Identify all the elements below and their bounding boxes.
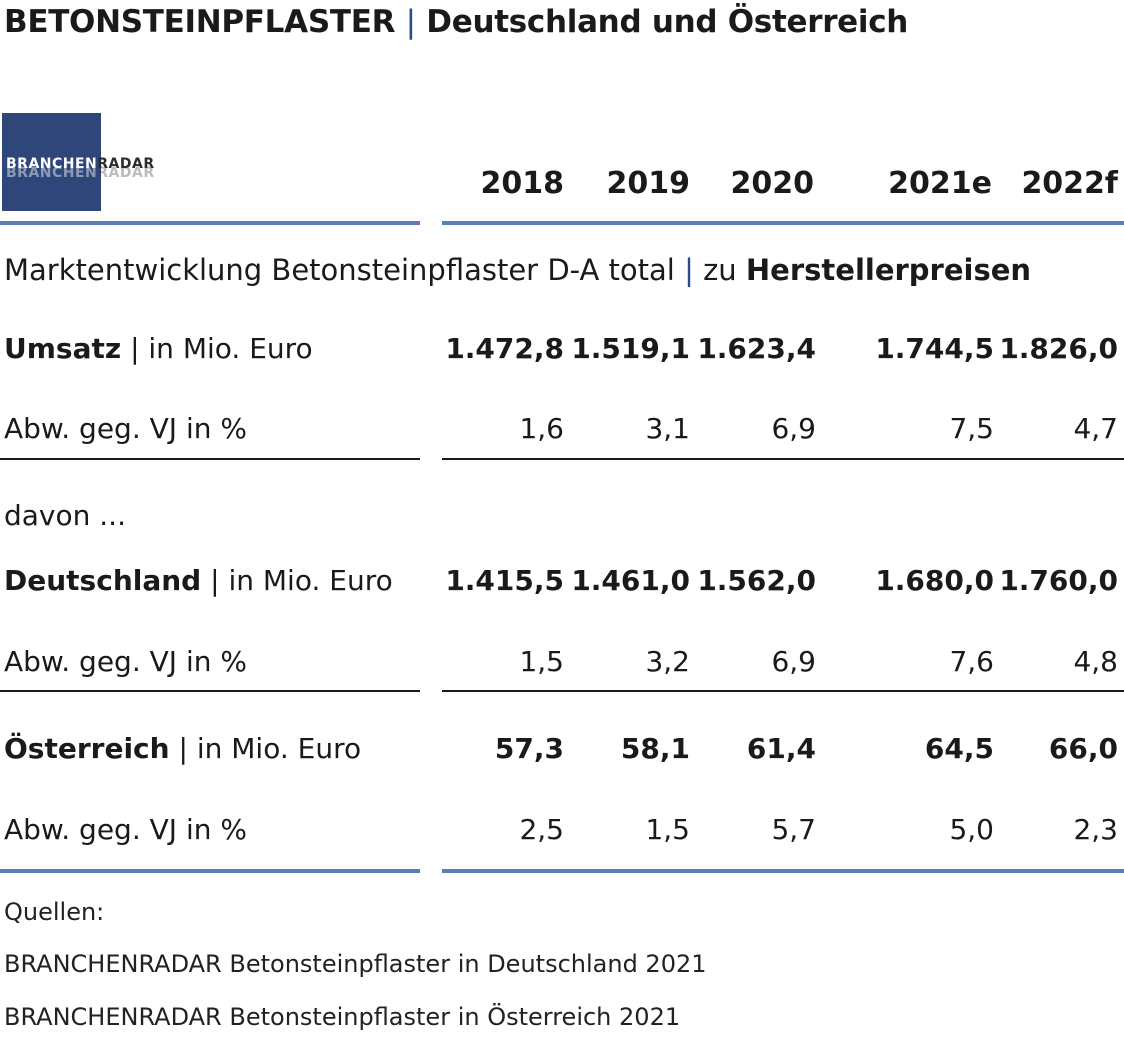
- year-header-2018: 2018: [480, 166, 565, 201]
- oesterreich-change-2019: 1,5: [645, 813, 690, 846]
- year-header-2021e: 2021e: [888, 166, 992, 201]
- oesterreich-value-2019: 58,1: [620, 732, 690, 765]
- deutschland-label: Deutschland | in Mio. Euro: [4, 564, 393, 597]
- oesterreich-change-2021e: 5,0: [949, 813, 994, 846]
- title-sub: Deutschland und Österreich: [426, 4, 909, 40]
- deutschland-value-2022f: 1.760,0: [999, 564, 1118, 597]
- umsatz-value-2018: 1.472,8: [445, 332, 564, 365]
- oesterreich-change-2022f: 2,3: [1073, 813, 1118, 846]
- umsatz-value-2021e: 1.744,5: [875, 332, 994, 365]
- deutschland-change-2019: 3,2: [645, 645, 690, 678]
- oesterreich-label: Österreich | in Mio. Euro: [4, 732, 362, 765]
- umsatz-rule-right: [442, 458, 1124, 460]
- logo-wordmark: BRANCHENRADAR: [6, 156, 155, 172]
- umsatz-change-2018: 1,6: [519, 412, 564, 445]
- branchenradar-logo: [2, 113, 101, 211]
- oesterreich-value-2021e: 64,5: [924, 732, 994, 765]
- umsatz-change-2020: 6,9: [771, 412, 816, 445]
- deutschland-change-2020: 6,9: [771, 645, 816, 678]
- deutschland-rule-left: [0, 690, 420, 692]
- oesterreich-value-2022f: 66,0: [1048, 732, 1118, 765]
- deutschland-value-2021e: 1.680,0: [875, 564, 994, 597]
- logo-echo: BRANCHENRADAR: [6, 165, 155, 181]
- year-header-2022f: 2022f: [1021, 166, 1118, 201]
- umsatz-value-2019: 1.519,1: [571, 332, 690, 365]
- source-item-2: BRANCHENRADAR Betonsteinpflaster in Öste…: [4, 1003, 681, 1031]
- umsatz-value-2020: 1.623,4: [697, 332, 816, 365]
- page-title: BETONSTEINPFLASTER | Deutschland und Öst…: [4, 4, 908, 40]
- oesterreich-change-2018: 2,5: [519, 813, 564, 846]
- oesterreich-change-2020: 5,7: [771, 813, 816, 846]
- footer-rule-left: [0, 869, 420, 873]
- deutschland-change-2018: 1,5: [519, 645, 564, 678]
- oesterreich-change-label: Abw. geg. VJ in %: [4, 813, 247, 846]
- umsatz-change-2019: 3,1: [645, 412, 690, 445]
- deutschland-value-2020: 1.562,0: [697, 564, 816, 597]
- deutschland-change-2021e: 7,6: [949, 645, 994, 678]
- section-heading: Marktentwicklung Betonsteinpflaster D-A …: [4, 253, 1032, 287]
- sources-heading: Quellen:: [4, 898, 105, 926]
- logo-part1: BRANCHEN: [6, 156, 98, 172]
- deutschland-change-label: Abw. geg. VJ in %: [4, 645, 247, 678]
- umsatz-value-2022f: 1.826,0: [999, 332, 1118, 365]
- header-rule-left: [0, 221, 420, 225]
- deutschland-value-2018: 1.415,5: [445, 564, 564, 597]
- year-header-2019: 2019: [606, 166, 691, 201]
- deutschland-change-2022f: 4,8: [1073, 645, 1118, 678]
- umsatz-change-2022f: 4,7: [1073, 412, 1118, 445]
- source-item-1: BRANCHENRADAR Betonsteinpflaster in Deut…: [4, 950, 707, 978]
- header-rule-right: [442, 221, 1124, 225]
- umsatz-change-label: Abw. geg. VJ in %: [4, 412, 247, 445]
- oesterreich-value-2020: 61,4: [746, 732, 816, 765]
- title-separator: |: [405, 4, 416, 40]
- umsatz-rule-left: [0, 458, 420, 460]
- deutschland-value-2019: 1.461,0: [571, 564, 690, 597]
- footer-rule-right: [442, 869, 1124, 873]
- logo-part2: RADAR: [97, 156, 155, 172]
- davon-label: davon ...: [4, 499, 126, 532]
- title-main: BETONSTEINPFLASTER: [4, 4, 396, 40]
- year-header-2020: 2020: [730, 166, 815, 201]
- deutschland-rule-right: [442, 690, 1124, 692]
- oesterreich-value-2018: 57,3: [494, 732, 564, 765]
- umsatz-change-2021e: 7,5: [949, 412, 994, 445]
- umsatz-label: Umsatz | in Mio. Euro: [4, 332, 313, 365]
